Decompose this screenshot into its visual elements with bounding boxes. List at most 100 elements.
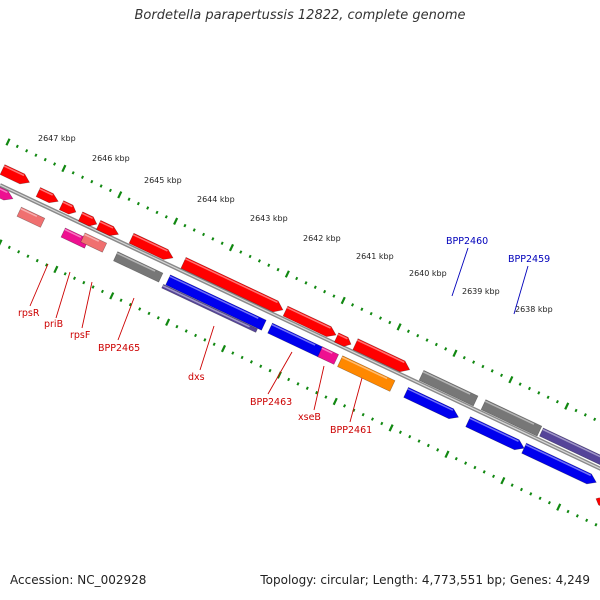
outer-tick-61 bbox=[574, 408, 578, 413]
outer-tick-62 bbox=[583, 413, 587, 417]
outer-tick-29 bbox=[276, 267, 280, 272]
inner-tick-20 bbox=[184, 329, 188, 333]
gene-small-1-shine bbox=[81, 212, 93, 220]
gene-red-edge-shine bbox=[596, 495, 600, 499]
inner-tick-51 bbox=[473, 465, 477, 470]
inner-tick-63 bbox=[585, 518, 589, 523]
leader-rpsf bbox=[81, 281, 93, 329]
gene-xseB bbox=[317, 346, 339, 365]
label-prib: priB bbox=[44, 319, 63, 330]
leader-xseb bbox=[313, 365, 325, 411]
scale-label-4: 2643 kbp bbox=[250, 214, 288, 223]
inner-tick-58 bbox=[538, 496, 542, 501]
accession-text: Accession: NC_002928 bbox=[10, 573, 147, 587]
inner-tick-15 bbox=[138, 307, 142, 311]
outer-tick-0 bbox=[5, 138, 11, 146]
label-dxs: dxs bbox=[188, 372, 205, 383]
outer-tick-24 bbox=[228, 243, 235, 252]
gene-BPP2461-shine bbox=[341, 356, 388, 380]
gene-rpsF-a-shine bbox=[62, 201, 73, 208]
gene-rpsF bbox=[60, 227, 90, 249]
outer-tick-35 bbox=[332, 294, 336, 298]
leader-dxs bbox=[199, 325, 215, 371]
gene-BPP2460-shine bbox=[407, 388, 454, 411]
outer-tick-59 bbox=[555, 399, 559, 404]
outer-tick-16 bbox=[155, 210, 159, 215]
gene-rpsF-b bbox=[80, 232, 108, 253]
outer-tick-37 bbox=[351, 303, 355, 307]
outer-tick-49 bbox=[462, 355, 466, 360]
label-bpp2463: BPP2463 bbox=[250, 397, 292, 408]
inner-tick-44 bbox=[408, 434, 412, 439]
gene-rpsR-top-shine bbox=[3, 165, 25, 177]
genome-backbone bbox=[0, 183, 600, 471]
gene-rpsR-top bbox=[0, 164, 30, 185]
gene-priB bbox=[16, 206, 46, 228]
inner-tick-38 bbox=[352, 408, 356, 412]
outer-tick-34 bbox=[323, 289, 327, 294]
label-xseb: xseB bbox=[298, 412, 321, 423]
inner-tick-35 bbox=[324, 395, 328, 399]
scale-label-8: 2639 kbp bbox=[462, 287, 500, 296]
outer-tick-6 bbox=[61, 164, 67, 173]
outer-tick-13 bbox=[127, 197, 131, 201]
outer-tick-42 bbox=[396, 323, 402, 331]
gene-small-2 bbox=[96, 220, 119, 236]
outer-tick-45 bbox=[425, 338, 429, 342]
gene-rpsF-shine bbox=[64, 228, 82, 238]
gene-slate-right bbox=[539, 427, 600, 466]
inner-tick-8 bbox=[72, 276, 77, 280]
scale-label-9: 2638 kbp bbox=[515, 305, 553, 314]
gene-dxs-top bbox=[180, 257, 284, 313]
gene-priB-top-shine bbox=[39, 188, 53, 196]
backbone-highlight bbox=[0, 184, 600, 470]
outer-tick-53 bbox=[500, 373, 504, 378]
gene-dxs bbox=[165, 274, 267, 331]
outer-tick-25 bbox=[239, 250, 243, 254]
inner-tick-53 bbox=[492, 474, 496, 479]
gene-dxs-top-shine bbox=[184, 258, 278, 304]
outer-tick-32 bbox=[304, 281, 308, 285]
gene-priB-top bbox=[35, 187, 59, 204]
outer-tick-55 bbox=[518, 382, 522, 386]
gene-labels: rpsR priB rpsF BPP2465 dxs BPP2463 xseB BPP2461… bbox=[18, 236, 550, 436]
gene-BPP2460-top bbox=[418, 370, 479, 407]
inner-tick-4 bbox=[35, 258, 39, 263]
label-rpsf: rpsF bbox=[70, 330, 90, 341]
gene-BPP2461-top-shine bbox=[356, 339, 405, 364]
outer-tick-60 bbox=[564, 402, 570, 410]
inner-tick-55 bbox=[510, 483, 514, 487]
outer-tick-44 bbox=[416, 333, 420, 338]
outer-tick-19 bbox=[183, 223, 187, 228]
inner-tick-22 bbox=[203, 338, 207, 342]
inner-tick-40 bbox=[370, 417, 375, 421]
scale-label-1: 2646 kbp bbox=[92, 154, 130, 163]
outer-tick-56 bbox=[527, 386, 531, 391]
outer-tick-47 bbox=[444, 347, 448, 351]
inner-tick-11 bbox=[100, 289, 104, 294]
inner-tick-28 bbox=[259, 364, 263, 368]
gene-BPP2461 bbox=[337, 355, 396, 392]
gene-dxs-shine bbox=[169, 275, 259, 319]
label-bpp2460: BPP2460 bbox=[446, 236, 488, 247]
leader-bpp2465 bbox=[117, 297, 135, 341]
inner-tick-32 bbox=[296, 382, 300, 386]
gene-small-1 bbox=[78, 211, 98, 227]
inner-tick-6 bbox=[53, 265, 59, 274]
outer-tick-1 bbox=[15, 144, 19, 149]
inner-tick-49 bbox=[454, 456, 458, 461]
outer-tick-46 bbox=[434, 342, 438, 347]
inner-tick-62 bbox=[575, 514, 579, 518]
outer-tick-52 bbox=[490, 369, 494, 373]
inner-tick-13 bbox=[119, 298, 123, 302]
inner-tick-47 bbox=[436, 448, 440, 452]
gene-BPP2460 bbox=[403, 387, 459, 420]
inner-tick-60 bbox=[556, 503, 562, 511]
inner-tick-track bbox=[0, 239, 598, 527]
gene-xseB-shine bbox=[321, 347, 333, 354]
scale-label-6: 2641 kbp bbox=[356, 252, 394, 261]
scale-label-5: 2642 kbp bbox=[303, 234, 341, 243]
outer-tick-8 bbox=[80, 175, 85, 179]
gene-BPP2465-top bbox=[128, 232, 174, 260]
leader-bpp2463 bbox=[267, 351, 293, 395]
